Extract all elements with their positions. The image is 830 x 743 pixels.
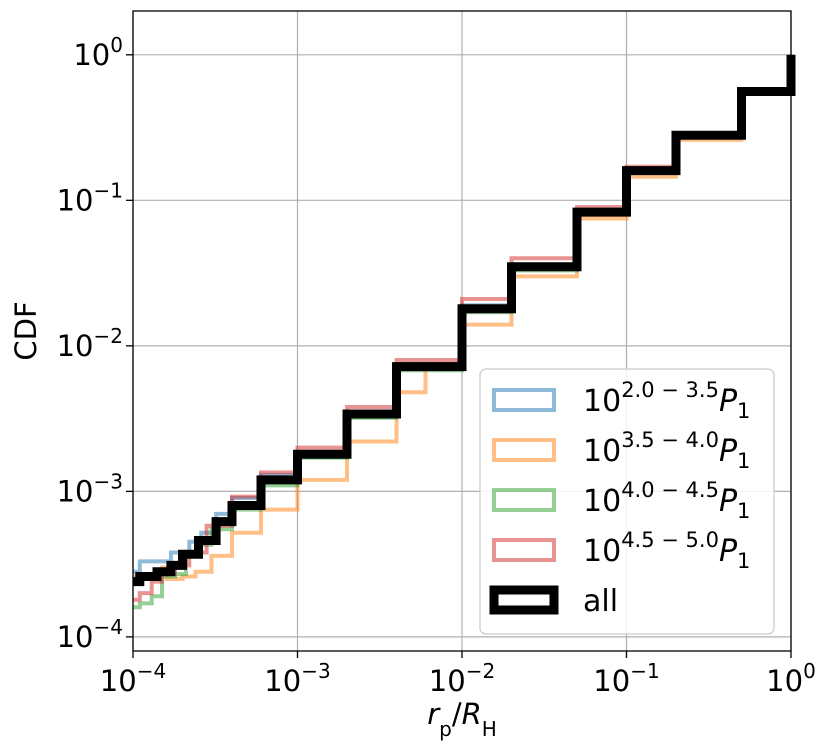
legend-swatch-1 [492, 388, 556, 412]
legend-label-4: 104.5 − 5.0P1 [583, 528, 750, 573]
legend-box [479, 368, 775, 635]
x-tick-label: 100 [766, 659, 816, 698]
y-tick-label: 10−3 [57, 469, 123, 508]
x-tick-label: 10−3 [264, 659, 330, 698]
x-axis-label: rp/RH [427, 697, 497, 741]
legend-label-5: all [583, 584, 618, 619]
legend-swatch-4 [492, 538, 556, 562]
x-axis: 10−4 10−3 10−2 10−1 100 [100, 651, 816, 698]
series-layer [133, 54, 796, 610]
legend-swatch-3 [492, 488, 556, 512]
legend: 102.0 − 3.5P1 103.5 − 4.0P1 104.0 − 4.5P1 1… [479, 368, 775, 635]
y-axis-label: CDF [9, 301, 43, 360]
legend-swatch-5 [489, 585, 559, 615]
legend-label-3: 104.0 − 4.5P1 [583, 478, 750, 523]
legend-swatch-2 [492, 438, 556, 462]
y-tick-label: 100 [73, 33, 123, 72]
legend-label-2: 103.5 − 4.0P1 [583, 428, 750, 473]
x-tick-label: 10−1 [593, 659, 659, 698]
y-axis: 10−4 10−3 10−2 10−1 100 [57, 33, 133, 654]
y-tick-label: 10−1 [57, 178, 123, 217]
series-line-5 [133, 54, 796, 587]
y-tick-label: 10−2 [57, 324, 123, 363]
legend-label-1: 102.0 − 3.5P1 [583, 378, 750, 423]
x-tick-label: 10−4 [100, 659, 166, 698]
x-tick-label: 10−2 [429, 659, 495, 698]
y-tick-label: 10−4 [57, 615, 123, 654]
